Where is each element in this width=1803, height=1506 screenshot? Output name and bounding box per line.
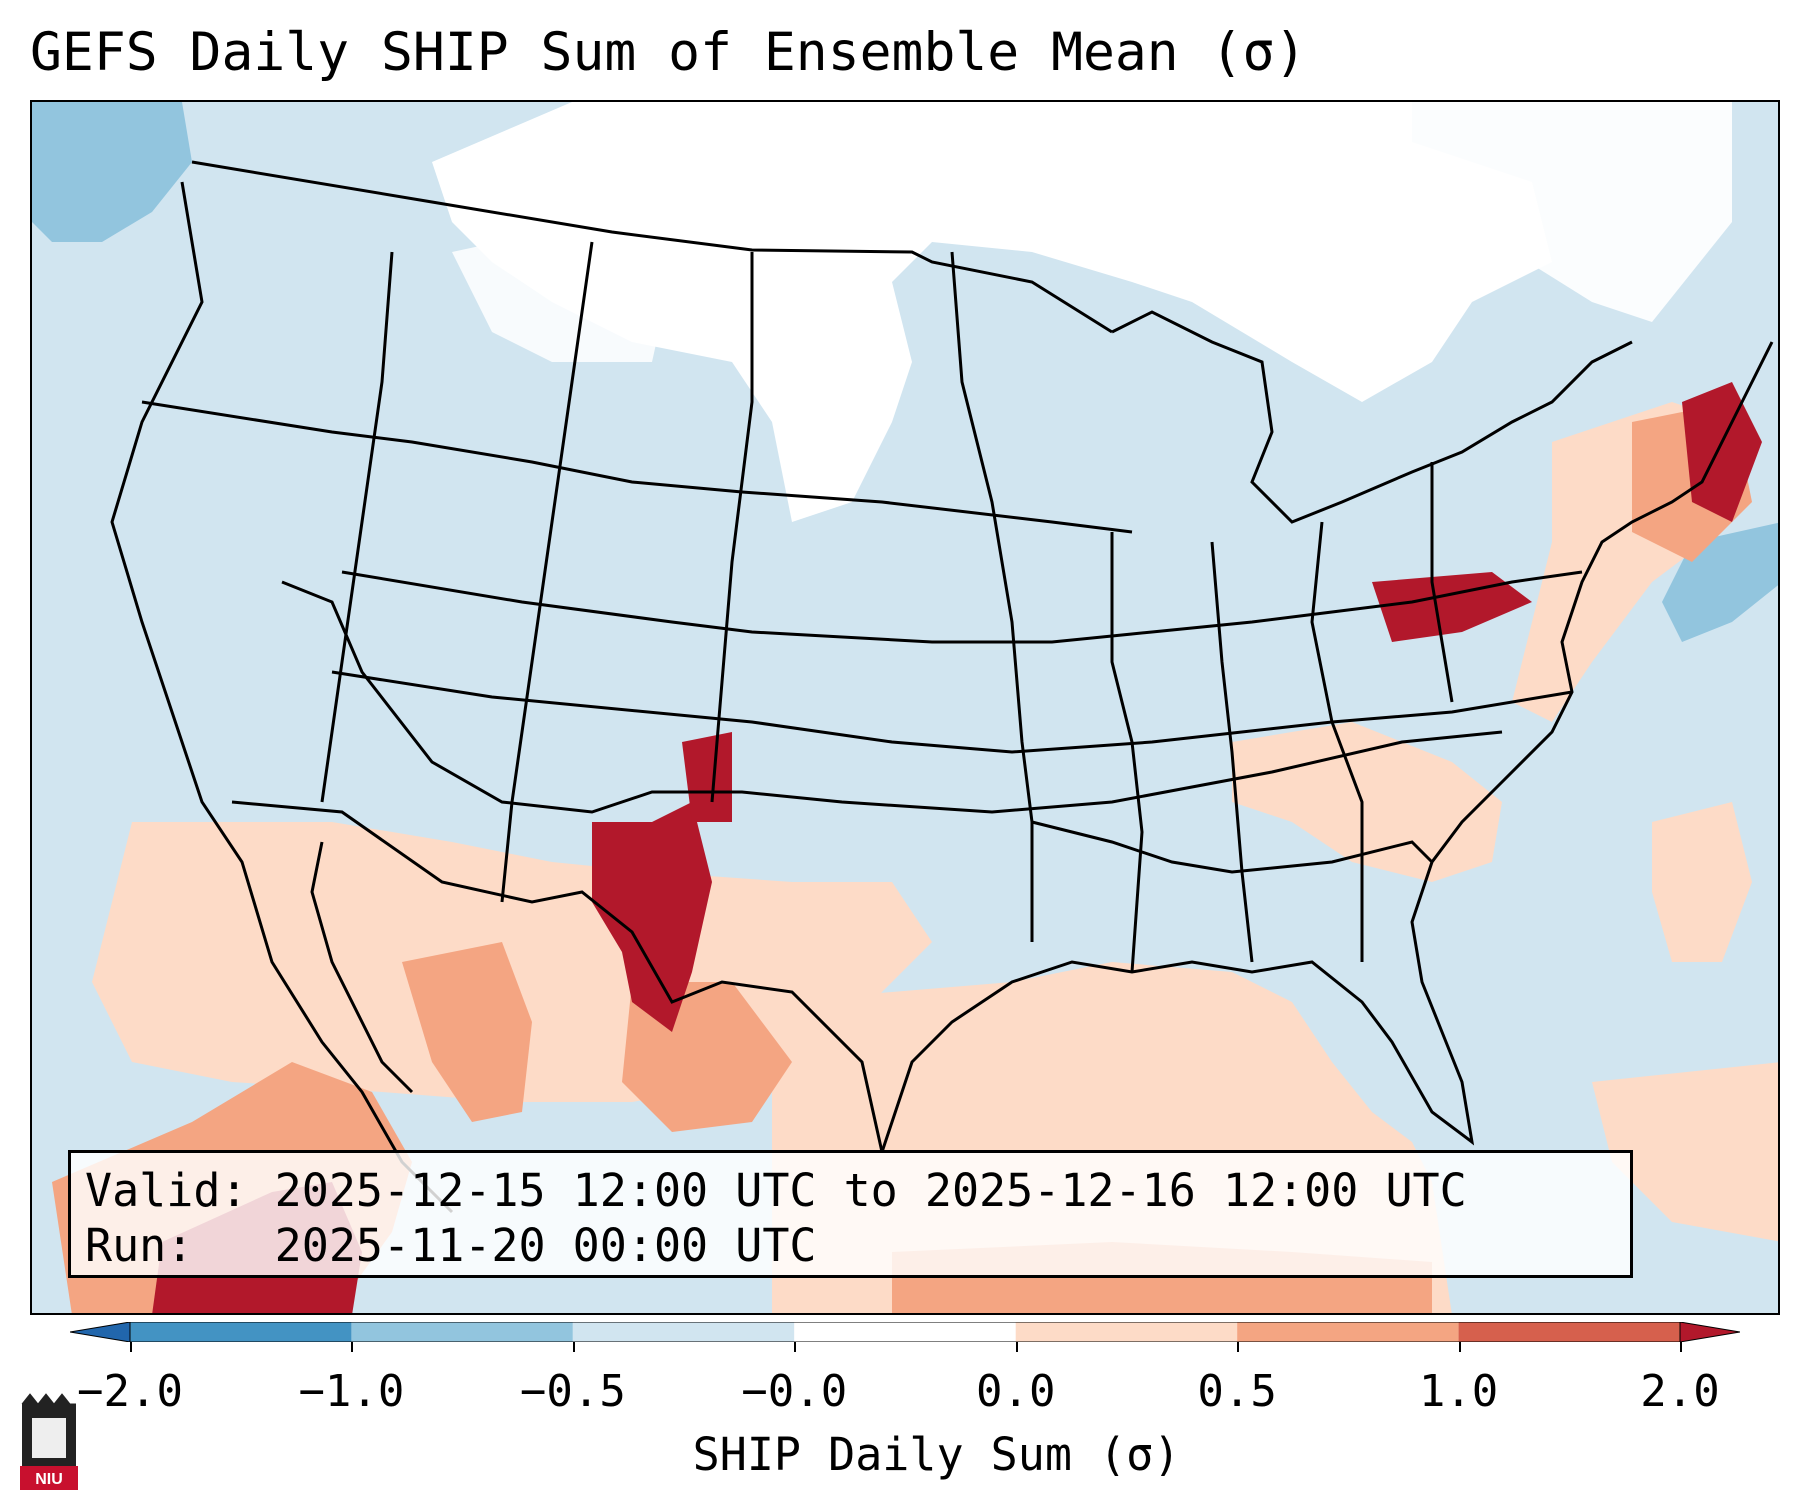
colorbar-tick-label: −0.5 — [519, 1366, 626, 1417]
colorbar-tick-mark — [130, 1342, 132, 1352]
spos-new-england — [1682, 382, 1762, 522]
state-line-4 — [281, 580, 1503, 814]
colorbar-outline — [129, 1322, 1681, 1342]
colorbar-tick-mark — [351, 1342, 354, 1352]
meridian-7 — [1310, 521, 1364, 962]
us-mexico-border — [231, 800, 884, 1153]
meridian-3 — [710, 252, 754, 803]
logo-crown — [21, 1393, 76, 1405]
negative-pacific-nw — [32, 102, 192, 242]
canada-border — [191, 160, 1113, 334]
boundaries — [110, 160, 1774, 1214]
state-line-2 — [341, 570, 1583, 644]
meridian-4 — [950, 251, 1034, 942]
meridian-6 — [1210, 541, 1254, 963]
meridian-2 — [500, 241, 594, 903]
valid-value: 2025-12-15 12:00 UTC to 2025-12-16 12:00… — [274, 1164, 1467, 1217]
colorbar-tick-mark — [1237, 1342, 1240, 1352]
colorbar-tick-label: −0.0 — [741, 1366, 848, 1417]
baja-peninsula — [310, 841, 414, 1094]
neutral-region-north — [432, 102, 1552, 522]
pos-east-lower — [1592, 1062, 1778, 1242]
neutral-patch-montana — [452, 222, 672, 362]
run-value: 2025-11-20 00:00 UTC — [274, 1219, 817, 1272]
validity-info-box: Valid: 2025-12-15 12:00 UTC to 2025-12-1… — [68, 1150, 1633, 1278]
neutral-areas — [432, 102, 1732, 522]
spos-nm-texas — [592, 802, 712, 1032]
map-panel — [30, 100, 1780, 1315]
colorbar-tick-mark — [572, 1342, 575, 1352]
colorbar-extend-high — [1679, 1322, 1740, 1342]
colorbar-segment — [1237, 1322, 1459, 1342]
colorbar-segments — [70, 1322, 1740, 1342]
wpos-sierra-madre — [402, 942, 532, 1122]
valid-label: Valid: — [85, 1164, 248, 1217]
chart-title: GEFS Daily SHIP Sum of Ensemble Mean (σ) — [30, 22, 1307, 83]
colorbar-tick-label: 2.0 — [1640, 1366, 1720, 1417]
strong-positive-areas — [152, 382, 1762, 1313]
colorbar-tick-label: 0.5 — [1197, 1366, 1277, 1417]
state-line-5 — [1031, 820, 1434, 874]
meridian-1 — [320, 251, 394, 803]
logo-text: NIU — [35, 1471, 63, 1488]
colorbar-tick-label: 0.0 — [975, 1366, 1056, 1417]
valid-row: Valid: 2025-12-15 12:00 UTC to 2025-12-1… — [85, 1163, 1616, 1218]
spos-appalachia — [1372, 572, 1532, 642]
great-lakes — [1111, 310, 1633, 524]
colorbar-tick-label: −1.0 — [298, 1366, 405, 1417]
colorbar-segment — [794, 1322, 1016, 1342]
logo-banner — [20, 1466, 78, 1490]
colorbar-tick-label: 1.0 — [1418, 1366, 1499, 1417]
neutral-patch-quebec — [1382, 102, 1732, 322]
colorbar-segment — [130, 1322, 352, 1342]
state-line-3 — [331, 670, 1573, 754]
colorbar-tick-mark — [1458, 1342, 1461, 1352]
colorbar-tick-label: −2.0 — [77, 1366, 183, 1417]
colorbar-tick-mark — [1680, 1342, 1682, 1352]
colorbar-extend-low — [70, 1322, 131, 1342]
pos-southeast — [1232, 722, 1502, 882]
meridian-8 — [1430, 462, 1454, 703]
colorbar-segment — [572, 1322, 795, 1342]
colorbar-segment — [1015, 1322, 1238, 1342]
colorbar-label: SHIP Daily Sum (σ) — [692, 1428, 1181, 1481]
colorbar — [70, 1322, 1740, 1342]
run-row: Run: 2025-11-20 00:00 UTC — [85, 1218, 1616, 1273]
map-svg — [32, 102, 1778, 1313]
meridian-5 — [1110, 532, 1144, 973]
coastline-west — [110, 181, 454, 1214]
colorbar-segment — [351, 1322, 573, 1342]
logo-window — [32, 1418, 66, 1458]
niu-logo: NIU — [20, 1393, 78, 1490]
colorbar-tick-mark — [794, 1342, 797, 1352]
colorbar-tick-mark — [1015, 1342, 1018, 1352]
colorbar-segment — [1458, 1322, 1680, 1342]
pos-atlantic-east — [1652, 802, 1752, 962]
spos-nm-north — [682, 732, 732, 822]
run-label: Run: — [85, 1219, 194, 1272]
